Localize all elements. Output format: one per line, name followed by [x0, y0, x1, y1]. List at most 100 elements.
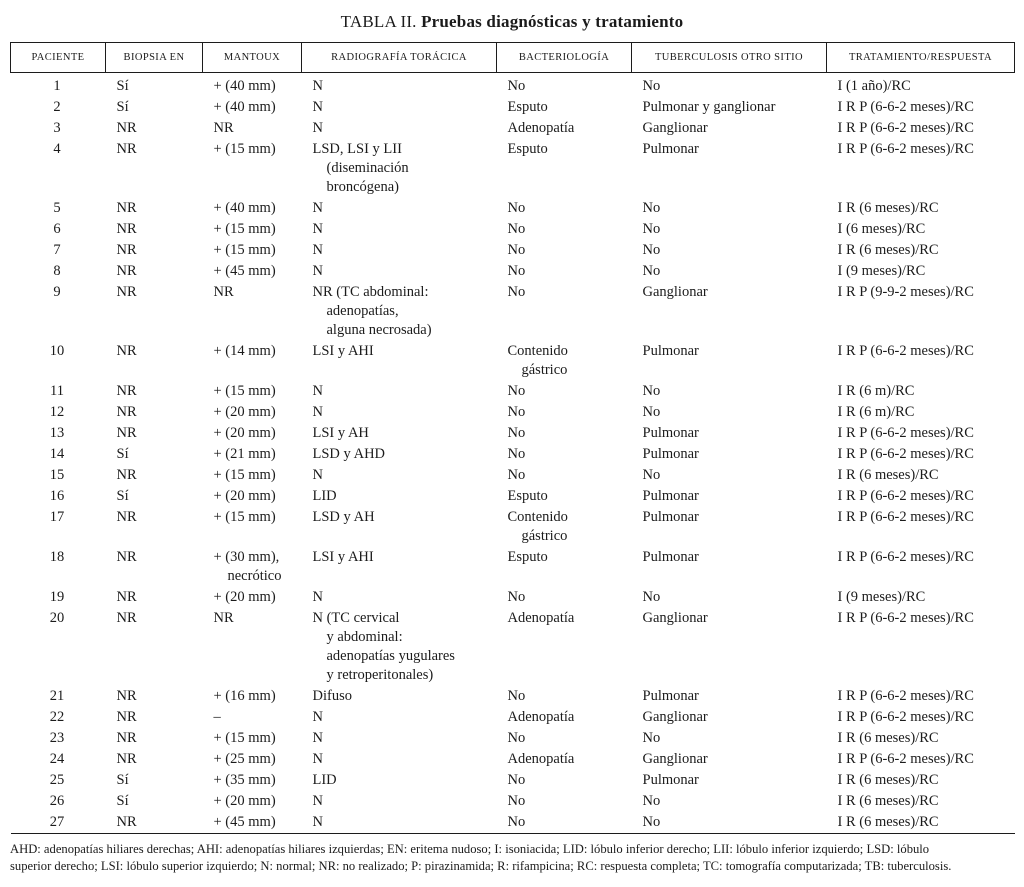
cell-line: Ganglionar: [642, 284, 708, 300]
cell-mantoux: –: [203, 707, 302, 728]
column-header-tuberculosis-otro-sitio: TUBERCULOSIS OTRO SITIO: [631, 42, 827, 73]
cell-line: I R P (9-9-2 meses)/RC: [837, 284, 974, 300]
cell-tratamiento-respuesta: I R P (6-6-2 meses)/RC: [827, 139, 1015, 198]
cell-biopsia-en: Sí: [106, 444, 203, 465]
cell-line: + (40 mm): [213, 200, 276, 216]
footnote-line-1: AHD: adenopatías hiliares derechas; AHI:…: [10, 842, 930, 856]
cell-line: NR: [116, 242, 137, 258]
cell-line: No: [642, 814, 661, 830]
cell-line: I (6 meses)/RC: [837, 221, 926, 237]
cell-line: No: [507, 383, 526, 399]
cell-line: 19: [49, 589, 65, 605]
cell-mantoux: + (15 mm): [203, 240, 302, 261]
cell-line: + (21 mm): [213, 446, 276, 462]
cell-line: Adenopatía: [507, 709, 575, 725]
cell-line: + (20 mm): [213, 488, 276, 504]
cell-tratamiento-respuesta: I R P (6-6-2 meses)/RC: [827, 97, 1015, 118]
cell-tuberculosis-otro-sitio: Ganglionar: [632, 118, 827, 139]
cell-line: No: [642, 221, 661, 237]
cell-line: N: [312, 221, 323, 237]
table-row: 23 NR + (15 mm) N No No I R (6 meses)/RC: [11, 728, 1015, 749]
cell-line: 15: [49, 467, 65, 483]
cell-mantoux: + (45 mm): [203, 812, 302, 834]
table-row: 2 Sí + (40 mm) N Esputo Pulmonar y ganglionar…: [11, 97, 1015, 118]
table-row: 13 NR + (20 mm) LSI y AH No Pulmonar I R P (6-…: [11, 423, 1015, 444]
cell-line: No: [507, 263, 526, 279]
cell-mantoux: NR: [203, 608, 302, 686]
cell-line: I R P (6-6-2 meses)/RC: [837, 446, 974, 462]
cell-line: + (35 mm): [213, 772, 276, 788]
table-row: 16 Sí + (20 mm) LID Esputo Pulmonar I R P (6-6…: [11, 486, 1015, 507]
cell-biopsia-en: NR: [106, 282, 203, 341]
cell-line: Pulmonar y ganglionar: [642, 99, 776, 115]
cell-radiografia-toracica: N (TC cervical y abdominal: adenopatías yu…: [302, 608, 497, 686]
cell-line: necrótico: [227, 568, 282, 584]
table-row: 25 Sí + (35 mm) LID No Pulmonar I R (6 meses)/…: [11, 770, 1015, 791]
cell-paciente: 25: [11, 770, 106, 791]
cell-biopsia-en: NR: [106, 118, 203, 139]
cell-line: No: [507, 284, 526, 300]
cell-line: Sí: [116, 78, 129, 94]
cell-tratamiento-respuesta: I R (6 meses)/RC: [827, 198, 1015, 219]
cell-tratamiento-respuesta: I (6 meses)/RC: [827, 219, 1015, 240]
cell-line: No: [507, 446, 526, 462]
cell-tuberculosis-otro-sitio: Pulmonar: [632, 444, 827, 465]
table-row: 1 Sí + (40 mm) N No No I (1 año)/RC: [11, 73, 1015, 98]
cell-line: Contenido: [507, 509, 568, 525]
cell-biopsia-en: NR: [106, 686, 203, 707]
cell-biopsia-en: NR: [106, 198, 203, 219]
cell-mantoux: + (45 mm): [203, 261, 302, 282]
table-row: 19 NR + (20 mm) N No No I (9 meses)/RC: [11, 587, 1015, 608]
cell-line: I R P (6-6-2 meses)/RC: [837, 425, 974, 441]
cell-radiografia-toracica: N: [302, 240, 497, 261]
cell-line: N (TC cervical: [312, 610, 400, 626]
cell-line: + (20 mm): [213, 793, 276, 809]
cell-line: I R (6 meses)/RC: [837, 730, 939, 746]
cell-line: N: [312, 793, 323, 809]
cell-line: NR: [116, 589, 137, 605]
cell-line: I R (6 m)/RC: [837, 404, 915, 420]
cell-tratamiento-respuesta: I R P (6-6-2 meses)/RC: [827, 486, 1015, 507]
cell-radiografia-toracica: N: [302, 198, 497, 219]
cell-line: + (15 mm): [213, 467, 276, 483]
cell-line: No: [507, 589, 526, 605]
cell-line: NR: [116, 221, 137, 237]
cell-line: LSD, LSI y LII: [312, 141, 402, 157]
cell-line: No: [642, 793, 661, 809]
cell-line: 24: [49, 751, 65, 767]
cell-line: + (40 mm): [213, 99, 276, 115]
cell-line: N: [312, 730, 323, 746]
cell-tuberculosis-otro-sitio: No: [632, 812, 827, 834]
cell-paciente: 10: [11, 341, 106, 381]
cell-biopsia-en: NR: [106, 423, 203, 444]
cell-tuberculosis-otro-sitio: Pulmonar: [632, 686, 827, 707]
cell-line: NR: [116, 120, 137, 136]
cell-line: NR: [116, 730, 137, 746]
cell-biopsia-en: Sí: [106, 791, 203, 812]
cell-biopsia-en: NR: [106, 728, 203, 749]
cell-line: gástrico: [521, 528, 568, 544]
table-body: 1 Sí + (40 mm) N No No I (1 año)/RC 2 Sí + (40 mm…: [11, 73, 1015, 834]
cell-mantoux: + (20 mm): [203, 423, 302, 444]
cell-bacteriologia: Adenopatía: [497, 118, 632, 139]
cell-paciente: 27: [11, 812, 106, 834]
table-row: 5 NR + (40 mm) N No No I R (6 meses)/RC: [11, 198, 1015, 219]
cell-biopsia-en: NR: [106, 749, 203, 770]
cell-line: 18: [49, 549, 65, 565]
cell-mantoux: + (30 mm), necrótico: [203, 547, 302, 587]
cell-line: LSI y AHI: [312, 549, 374, 565]
cell-mantoux: + (16 mm): [203, 686, 302, 707]
cell-line: LSD y AHD: [312, 446, 386, 462]
cell-line: No: [507, 200, 526, 216]
cell-line: + (15 mm): [213, 141, 276, 157]
cell-tuberculosis-otro-sitio: Pulmonar: [632, 423, 827, 444]
cell-line: I R P (6-6-2 meses)/RC: [837, 141, 974, 157]
cell-paciente: 15: [11, 465, 106, 486]
cell-line: Adenopatía: [507, 751, 575, 767]
cell-line: NR: [116, 467, 137, 483]
cell-tratamiento-respuesta: I R (6 meses)/RC: [827, 465, 1015, 486]
cell-bacteriologia: Contenido gástrico: [497, 507, 632, 547]
table-header-row: PACIENTE BIOPSIA EN MANTOUX RADIOGRAFÍA TOR…: [10, 42, 1015, 73]
cell-radiografia-toracica: N: [302, 219, 497, 240]
